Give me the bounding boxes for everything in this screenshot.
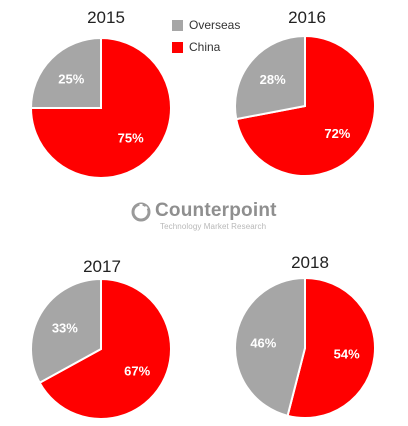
data-label-overseas-2018: 46% xyxy=(250,336,276,351)
pie-slice-china-2018 xyxy=(286,276,376,419)
pie-slice-overseas-2017 xyxy=(30,277,102,385)
pie-slice-overseas-2018 xyxy=(234,276,306,418)
pie-slice-china-2017 xyxy=(38,277,172,420)
legend-label-china: China xyxy=(189,40,221,54)
data-label-china-2016: 72% xyxy=(324,126,350,141)
data-label-overseas-2017: 33% xyxy=(52,321,78,336)
legend-label-overseas: Overseas xyxy=(189,18,241,32)
data-label-overseas-2015: 25% xyxy=(58,71,84,86)
data-label-china-2018: 54% xyxy=(334,346,360,361)
watermark-name: Counterpoint xyxy=(155,200,277,221)
pie-chart-2015: 75% 25% xyxy=(29,36,172,179)
chart-title-2018: 2018 xyxy=(291,253,329,272)
legend-swatch-china xyxy=(172,41,183,53)
data-label-china-2017: 67% xyxy=(124,363,150,378)
legend-swatch-overseas xyxy=(172,19,183,31)
counterpoint-logo-icon xyxy=(131,202,151,222)
pie-chart-2018: 54% 46% xyxy=(234,276,376,419)
data-label-china-2015: 75% xyxy=(118,131,144,146)
chart-title-2015: 2015 xyxy=(87,8,125,27)
chart-title-2017: 2017 xyxy=(83,257,121,276)
watermark-tagline: Technology Market Research xyxy=(160,222,267,231)
legend-item-china: China xyxy=(172,37,240,57)
data-label-overseas-2016: 28% xyxy=(260,72,286,87)
pie-slice-overseas-2015 xyxy=(29,36,102,109)
legend-item-overseas: Overseas xyxy=(172,15,240,35)
pie-chart-2016: 72% 28% xyxy=(234,34,376,177)
pie-chart-2017: 67% 33% xyxy=(30,277,172,420)
pie-slice-overseas-2016 xyxy=(234,34,306,121)
chart-title-2016: 2016 xyxy=(288,8,326,27)
counterpoint-watermark: Counterpoint Technology Market Research xyxy=(130,198,280,238)
legend: Overseas China xyxy=(172,15,240,59)
